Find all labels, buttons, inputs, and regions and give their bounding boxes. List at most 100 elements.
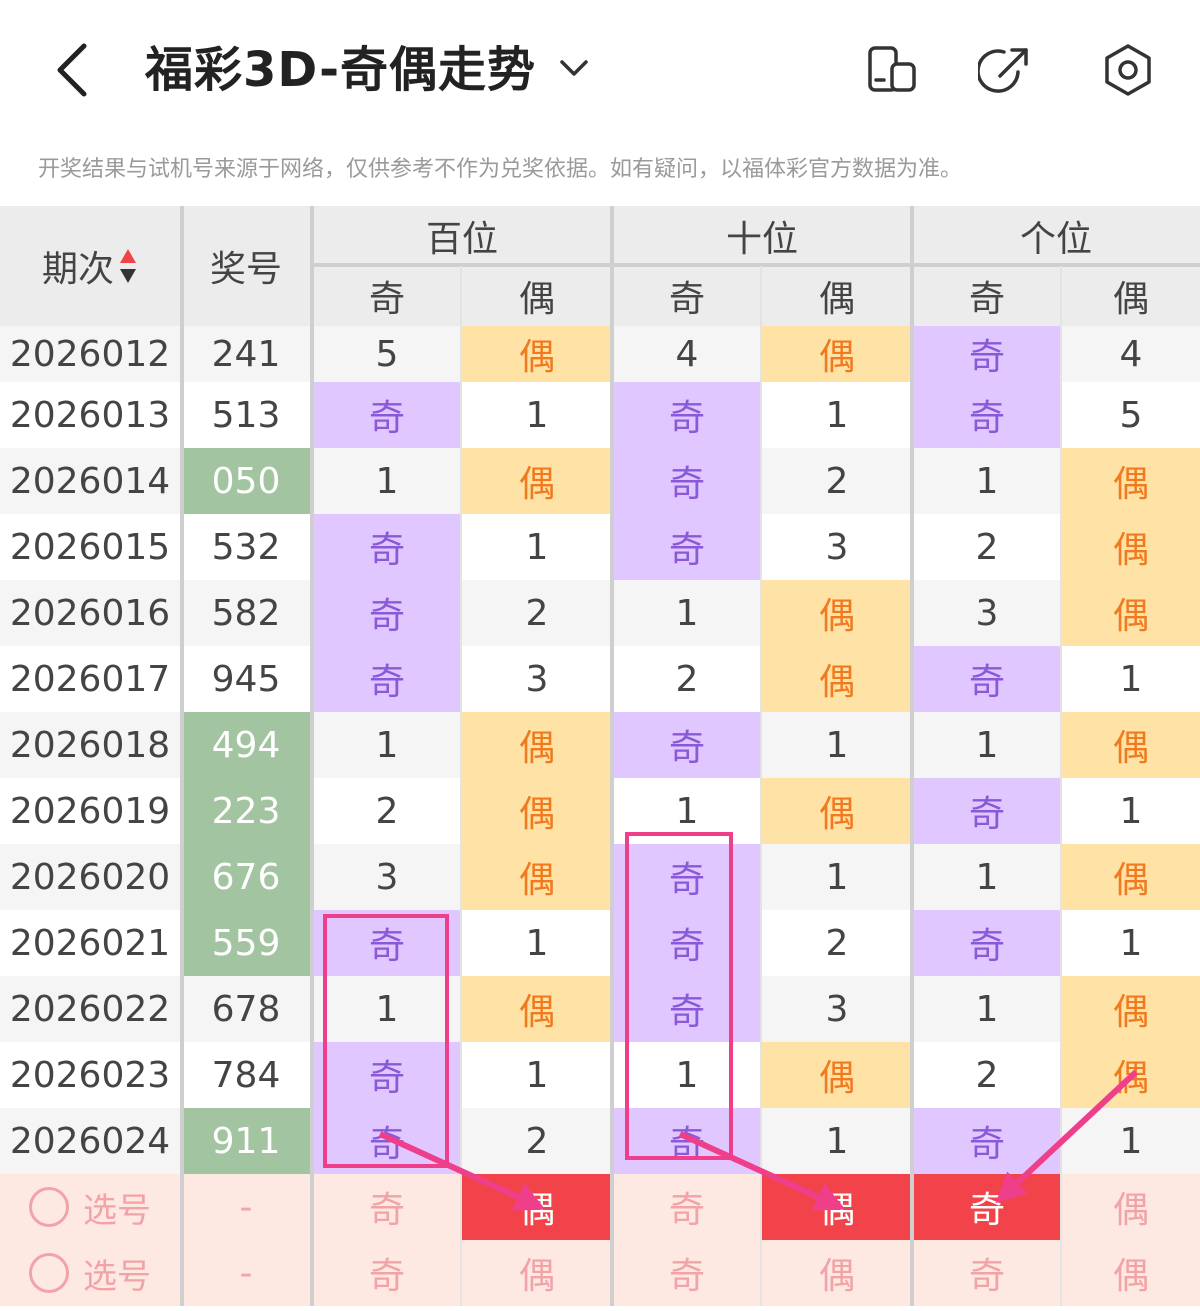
odd-mark-cell: 奇 (612, 844, 762, 910)
group-header-2: 个位 (912, 206, 1200, 266)
miss-count-cell: 1 (1062, 1108, 1200, 1174)
miss-count-cell: 1 (462, 382, 612, 448)
column-header-number: 奖号 (180, 206, 312, 326)
miss-count-cell: 2 (762, 910, 912, 976)
miss-count-cell: 2 (462, 1108, 612, 1174)
page-title[interactable]: 福彩3D-奇偶走势 (145, 42, 537, 98)
even-mark-cell: 偶 (462, 778, 612, 844)
miss-count-cell: 1 (462, 1042, 612, 1108)
sub-header-even: 偶 (762, 266, 912, 326)
number-cell: 784 (180, 1042, 312, 1108)
sub-column-divider (1060, 266, 1062, 1306)
odd-mark-cell: 奇 (312, 514, 462, 580)
miss-count-cell: 1 (912, 712, 1062, 778)
sub-header-odd: 奇 (312, 266, 462, 326)
pick-cell[interactable]: 偶 (1062, 1174, 1200, 1240)
radio-icon[interactable] (29, 1253, 69, 1293)
even-mark-cell: 偶 (762, 580, 912, 646)
miss-count-cell: 2 (762, 448, 912, 514)
even-mark-cell: 偶 (1062, 976, 1200, 1042)
even-mark-cell: 偶 (1062, 580, 1200, 646)
pick-cell[interactable]: 奇 (312, 1174, 462, 1240)
miss-count-cell: 1 (762, 844, 912, 910)
number-cell: 241 (180, 326, 312, 382)
column-divider (910, 206, 914, 1306)
miss-count-cell: 1 (912, 976, 1062, 1042)
pick-cell[interactable]: 偶 (762, 1240, 912, 1306)
pick-row-label[interactable]: 选号 (0, 1240, 180, 1306)
settings-icon[interactable] (1100, 42, 1156, 98)
miss-count-cell: 1 (612, 778, 762, 844)
pick-cell[interactable]: 奇 (612, 1174, 762, 1240)
number-cell: 050 (180, 448, 312, 514)
miss-count-cell: 2 (462, 580, 612, 646)
pick-cell[interactable]: 偶 (462, 1240, 612, 1306)
period-cell: 2026022 (0, 976, 180, 1042)
odd-mark-cell: 奇 (312, 910, 462, 976)
even-mark-cell: 偶 (1062, 712, 1200, 778)
number-cell: 945 (180, 646, 312, 712)
period-cell: 2026013 (0, 382, 180, 448)
number-cell: 513 (180, 382, 312, 448)
odd-mark-cell: 奇 (912, 646, 1062, 712)
period-cell: 2026012 (0, 326, 180, 382)
miss-count-cell: 1 (762, 1108, 912, 1174)
even-mark-cell: 偶 (762, 778, 912, 844)
miss-count-cell: 4 (612, 326, 762, 382)
column-header-period[interactable]: 期次 (0, 206, 180, 326)
share-icon[interactable] (978, 42, 1034, 98)
column-divider (610, 206, 614, 1306)
header-divider (312, 263, 1200, 267)
pick-number-cell: - (180, 1240, 312, 1306)
odd-mark-cell: 奇 (612, 514, 762, 580)
pick-cell[interactable]: 奇 (312, 1240, 462, 1306)
odd-mark-cell: 奇 (312, 580, 462, 646)
odd-mark-cell: 奇 (312, 382, 462, 448)
even-mark-cell: 偶 (462, 448, 612, 514)
pick-cell-selected[interactable]: 奇 (912, 1174, 1062, 1240)
odd-mark-cell: 奇 (612, 976, 762, 1042)
radio-icon[interactable] (29, 1187, 69, 1227)
pick-label: 选号 (83, 1190, 151, 1231)
odd-mark-cell: 奇 (612, 910, 762, 976)
odd-mark-cell: 奇 (612, 1108, 762, 1174)
column-divider (180, 206, 184, 1306)
period-cell: 2026016 (0, 580, 180, 646)
group-header-0: 百位 (312, 206, 612, 266)
period-cell: 2026015 (0, 514, 180, 580)
disclaimer-text: 开奖结果与试机号来源于网络，仅供参考不作为兑奖依据。如有疑问，以福体彩官方数据为… (38, 157, 963, 182)
miss-count-cell: 4 (1062, 326, 1200, 382)
number-cell: 559 (180, 910, 312, 976)
even-mark-cell: 偶 (762, 1042, 912, 1108)
miss-count-cell: 3 (912, 580, 1062, 646)
miss-count-cell: 1 (912, 448, 1062, 514)
pick-cell[interactable]: 奇 (912, 1240, 1062, 1306)
odd-mark-cell: 奇 (312, 1108, 462, 1174)
pick-cell-selected[interactable]: 偶 (762, 1174, 912, 1240)
number-cell: 676 (180, 844, 312, 910)
miss-count-cell: 1 (312, 448, 462, 514)
odd-mark-cell: 奇 (912, 382, 1062, 448)
chevron-down-icon[interactable] (556, 50, 592, 86)
even-mark-cell: 偶 (462, 712, 612, 778)
odd-mark-cell: 奇 (912, 910, 1062, 976)
sort-icon[interactable] (118, 247, 138, 285)
odd-mark-cell: 奇 (312, 646, 462, 712)
sub-header-even: 偶 (462, 266, 612, 326)
pick-cell-selected[interactable]: 偶 (462, 1174, 612, 1240)
pick-label: 选号 (83, 1256, 151, 1297)
miss-count-cell: 5 (312, 326, 462, 382)
odd-mark-cell: 奇 (612, 382, 762, 448)
period-cell: 2026023 (0, 1042, 180, 1108)
miss-count-cell: 1 (762, 382, 912, 448)
miss-count-cell: 2 (312, 778, 462, 844)
group-header-1: 十位 (612, 206, 912, 266)
pick-row-label[interactable]: 选号 (0, 1174, 180, 1240)
pick-cell[interactable]: 奇 (612, 1240, 762, 1306)
miss-count-cell: 1 (312, 712, 462, 778)
pick-cell[interactable]: 偶 (1062, 1240, 1200, 1306)
miss-count-cell: 1 (612, 580, 762, 646)
period-cell: 2026014 (0, 448, 180, 514)
back-arrow-icon[interactable] (48, 38, 98, 102)
layout-toggle-icon[interactable] (864, 42, 920, 98)
